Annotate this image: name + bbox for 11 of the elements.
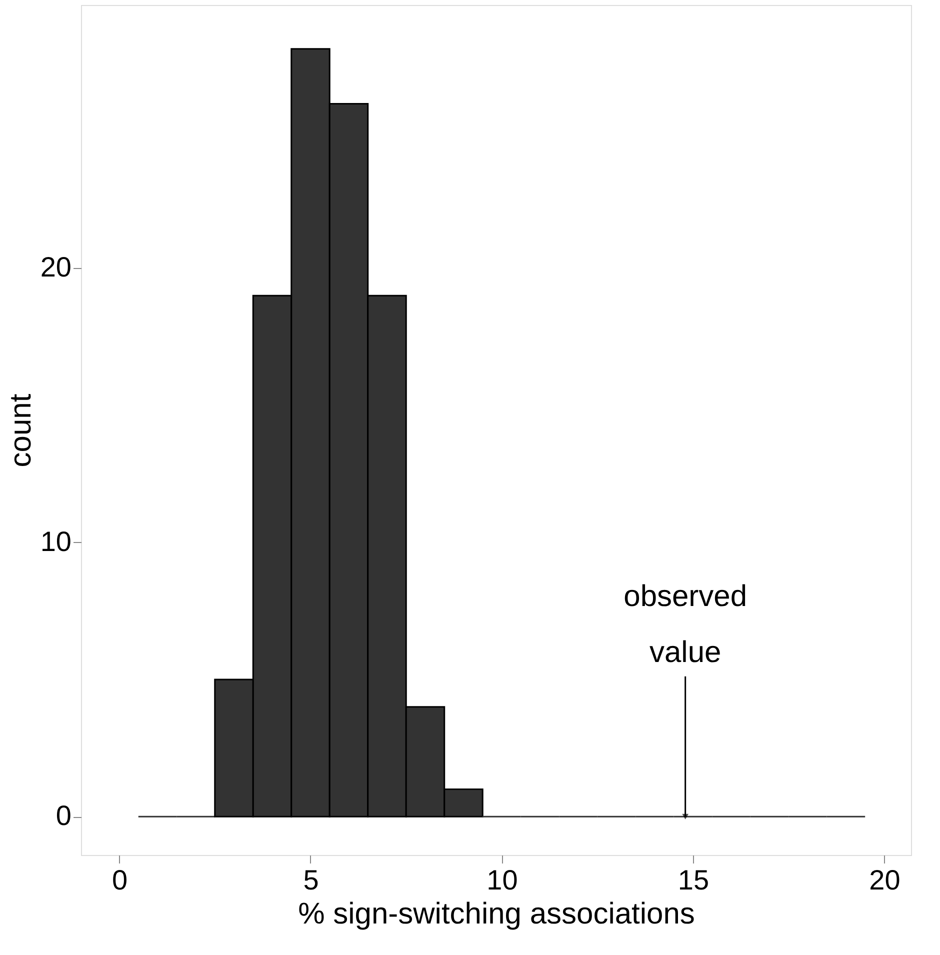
x-axis-title: % sign-switching associations [298,898,695,930]
y-tick-label: 0 [56,800,72,832]
y-tick-label: 10 [40,526,72,557]
annotation: observed value [624,580,748,669]
y-axis-title: count [4,393,38,468]
y-tick-label: 20 [40,252,72,283]
x-tick-label: 15 [678,864,710,896]
x-tick-label: 5 [303,864,319,896]
x-tick-label: 0 [112,864,128,896]
x-tick-label: 20 [869,864,900,896]
x-tick-label: 10 [486,864,518,896]
